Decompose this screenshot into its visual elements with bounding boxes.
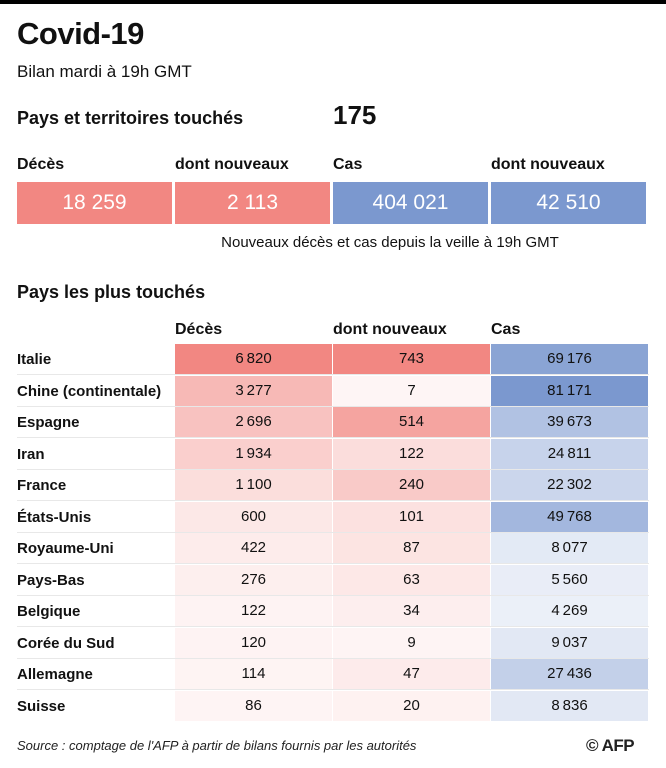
country-name: Espagne xyxy=(17,414,80,431)
row-divider xyxy=(17,437,649,438)
country-name: Pays-Bas xyxy=(17,571,85,589)
table-row: France 1 100 240 22 302 xyxy=(0,470,666,501)
row-divider xyxy=(17,531,649,533)
column-header-new-deaths: dont nouveaux xyxy=(333,321,447,338)
country-name: Allemagne xyxy=(17,666,93,683)
row-divider xyxy=(17,405,649,407)
afp-logo: © AFP xyxy=(586,736,635,755)
country-name: France xyxy=(17,477,67,494)
cell-deaths: 86 xyxy=(175,690,332,721)
cell-deaths: 6 820 xyxy=(175,344,332,374)
row-divider xyxy=(17,626,649,627)
table-row: Chine (continentale) 3 277 7 81 171 xyxy=(0,375,666,407)
cell-cases: 5 560 xyxy=(491,564,648,595)
cell-deaths: 276 xyxy=(175,564,332,595)
cell-cases: 4 269 xyxy=(491,596,648,626)
row-divider xyxy=(17,594,649,596)
column-header-deaths: Décès xyxy=(175,321,223,338)
cell-cases: 69 176 xyxy=(491,344,648,374)
cell-deaths: 1 934 xyxy=(175,438,332,469)
cell-deaths: 2 696 xyxy=(175,407,332,437)
affected-countries-value: 175 xyxy=(333,100,377,130)
row-divider xyxy=(17,657,649,659)
row-divider xyxy=(17,563,649,564)
source-note: Source : comptage de l'AFP à partir de b… xyxy=(17,738,417,753)
cell-new-deaths: 87 xyxy=(333,533,490,563)
table-row: Iran 1 934 122 24 811 xyxy=(0,438,666,470)
cell-new-deaths: 514 xyxy=(333,407,490,437)
cell-cases: 8 077 xyxy=(491,533,648,563)
cell-deaths: 120 xyxy=(175,627,332,658)
affected-countries-label: Pays et territoires touchés xyxy=(17,108,244,128)
summary-cases-box: 404 021 xyxy=(333,182,488,224)
row-divider xyxy=(17,500,649,501)
cell-deaths: 3 277 xyxy=(175,375,332,406)
cell-deaths: 122 xyxy=(175,596,332,626)
cell-new-deaths: 122 xyxy=(333,438,490,469)
page-subtitle: Bilan mardi à 19h GMT xyxy=(17,62,192,81)
cell-cases: 81 171 xyxy=(491,375,648,406)
column-header-cases: Cas xyxy=(491,321,521,338)
table-row: Italie 6 820 743 69 176 xyxy=(0,344,666,375)
page-title: Covid-19 xyxy=(17,16,144,51)
table-row: Allemagne 114 47 27 436 xyxy=(0,659,666,690)
cell-new-deaths: 34 xyxy=(333,596,490,626)
summary-deaths-box: 18 259 xyxy=(17,182,172,224)
country-name: Chine (continentale) xyxy=(17,382,162,400)
country-name: Iran xyxy=(17,445,45,463)
cell-deaths: 600 xyxy=(175,501,332,532)
summary-deaths-label: Décès xyxy=(17,156,65,173)
table-row: Suisse 86 20 8 836 xyxy=(0,690,666,722)
table-row: Espagne 2 696 514 39 673 xyxy=(0,407,666,438)
country-name: Royaume-Uni xyxy=(17,540,114,557)
summary-new-cases-label: dont nouveaux xyxy=(491,156,605,173)
summary-note: Nouveaux décès et cas depuis la veille à… xyxy=(221,234,559,251)
row-divider xyxy=(17,468,649,470)
cell-cases: 8 836 xyxy=(491,690,648,721)
cell-new-deaths: 9 xyxy=(333,627,490,658)
table-row: Corée du Sud 120 9 9 037 xyxy=(0,627,666,659)
row-divider xyxy=(17,374,649,375)
summary-cases-label: Cas xyxy=(333,156,363,173)
cell-cases: 9 037 xyxy=(491,627,648,658)
cell-new-deaths: 101 xyxy=(333,501,490,532)
cell-new-deaths: 20 xyxy=(333,690,490,721)
country-name: Italie xyxy=(17,351,52,368)
cell-cases: 39 673 xyxy=(491,407,648,437)
cell-cases: 27 436 xyxy=(491,659,648,689)
country-name: Suisse xyxy=(17,697,66,715)
cell-new-deaths: 63 xyxy=(333,564,490,595)
top-bar xyxy=(0,0,666,4)
table-row: Belgique 122 34 4 269 xyxy=(0,596,666,627)
cell-new-deaths: 743 xyxy=(333,344,490,374)
table-row: Royaume-Uni 422 87 8 077 xyxy=(0,533,666,564)
cell-deaths: 1 100 xyxy=(175,470,332,500)
table-row: États-Unis 600 101 49 768 xyxy=(0,501,666,533)
summary-new-deaths-box: 2 113 xyxy=(175,182,330,224)
table-row: Pays-Bas 276 63 5 560 xyxy=(0,564,666,596)
summary-new-deaths-label: dont nouveaux xyxy=(175,156,289,173)
country-name: Corée du Sud xyxy=(17,634,115,652)
table-title: Pays les plus touchés xyxy=(17,282,206,302)
cell-new-deaths: 47 xyxy=(333,659,490,689)
cell-new-deaths: 240 xyxy=(333,470,490,500)
country-name: Belgique xyxy=(17,603,81,620)
cell-deaths: 422 xyxy=(175,533,332,563)
country-name: États-Unis xyxy=(17,508,92,526)
cell-deaths: 114 xyxy=(175,659,332,689)
cell-cases: 24 811 xyxy=(491,438,648,469)
summary-new-cases-box: 42 510 xyxy=(491,182,646,224)
row-divider xyxy=(17,689,649,690)
cell-cases: 49 768 xyxy=(491,501,648,532)
cell-new-deaths: 7 xyxy=(333,375,490,406)
cell-cases: 22 302 xyxy=(491,470,648,500)
